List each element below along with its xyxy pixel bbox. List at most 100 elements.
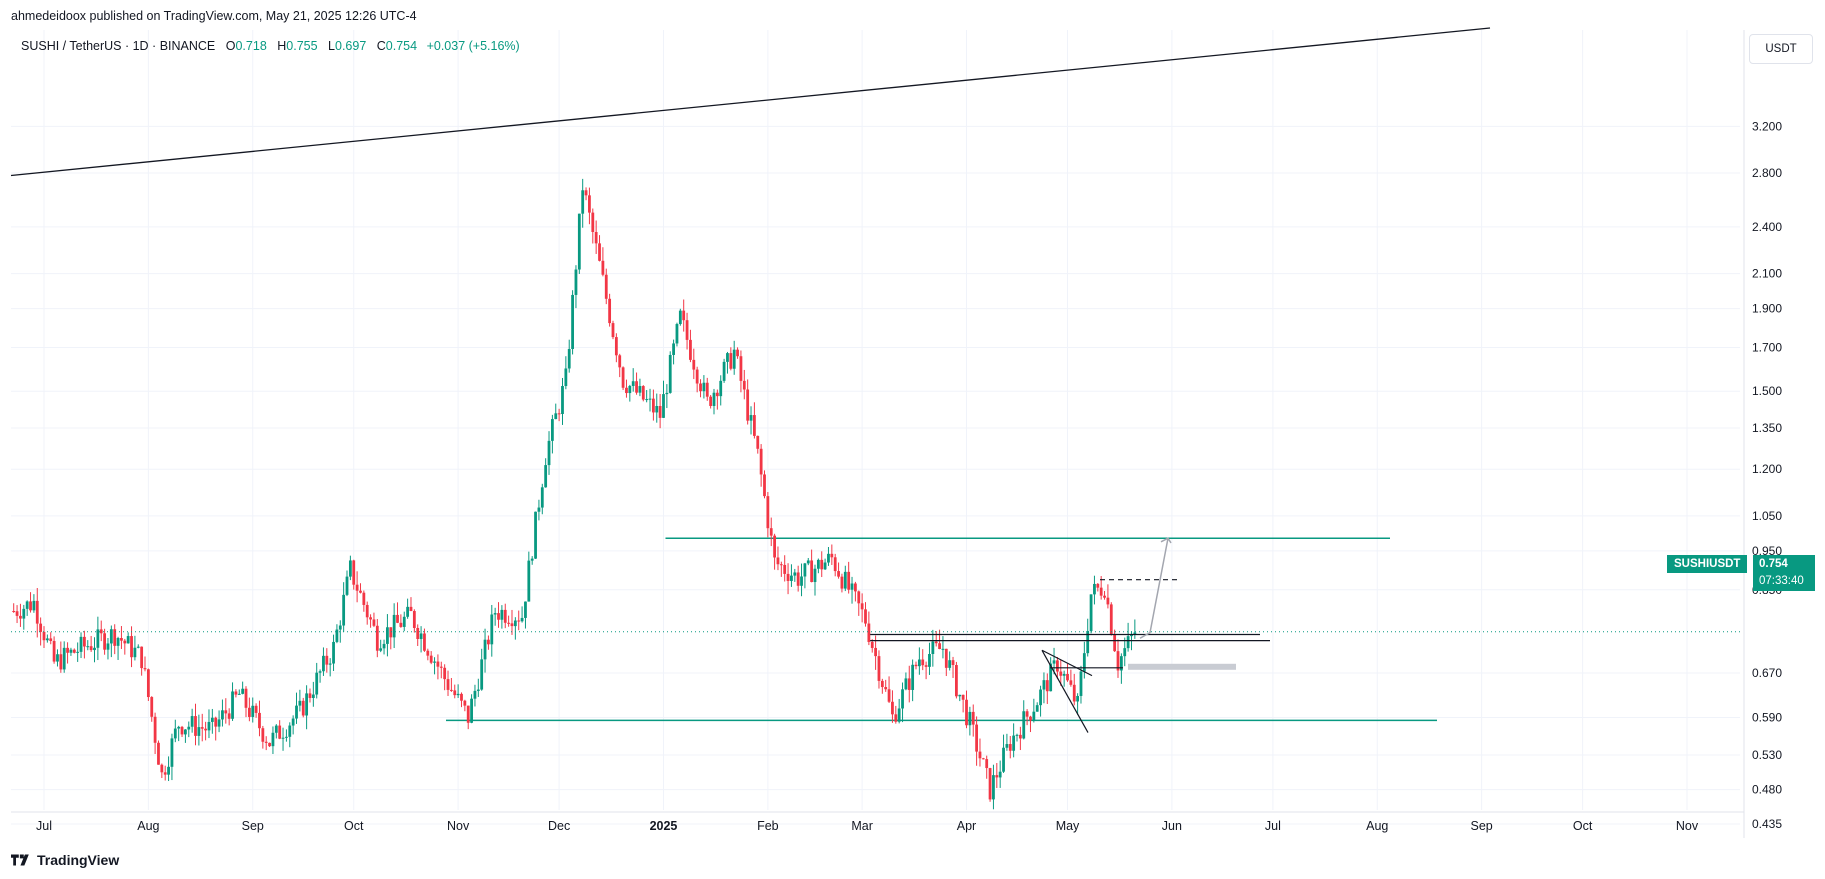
candle-body: [342, 594, 346, 626]
candle: [507, 615, 511, 627]
candle: [1086, 618, 1090, 657]
candle-body: [1018, 734, 1022, 739]
candle: [197, 714, 201, 746]
candle-body: [655, 405, 659, 413]
wedge-upper-line: [1041, 649, 1093, 677]
candle-body: [961, 694, 965, 700]
candle-body: [332, 641, 335, 664]
candle-body: [318, 671, 322, 673]
candle: [1066, 663, 1069, 682]
currency-button[interactable]: USDT: [1749, 34, 1813, 64]
candle-body: [1035, 705, 1039, 712]
candle-body: [594, 231, 598, 244]
candle: [426, 648, 430, 661]
candle: [207, 709, 211, 739]
candle-body: [517, 620, 521, 622]
candle-body: [938, 643, 941, 650]
candle: [429, 651, 433, 665]
candle: [1012, 723, 1016, 758]
change-value: +0.037 (+5.16%): [426, 39, 520, 53]
candle-body: [988, 768, 992, 800]
candle-body: [392, 614, 396, 638]
candle-body: [850, 583, 854, 590]
candle: [69, 647, 73, 656]
chart-grid: [11, 30, 1740, 825]
candle-body: [285, 736, 288, 738]
candle-body: [476, 689, 480, 691]
candle-body: [369, 617, 372, 620]
price-tick-label: 2.800: [1752, 166, 1782, 180]
footer-brand[interactable]: TradingView: [11, 852, 119, 868]
candle: [375, 619, 379, 658]
candle-body: [1059, 671, 1063, 676]
candle-body: [571, 294, 574, 349]
candle-body: [170, 738, 174, 767]
candle: [49, 632, 53, 645]
candle: [857, 590, 861, 616]
candle: [695, 366, 699, 393]
candle-body: [490, 614, 494, 645]
candle: [1072, 673, 1076, 706]
candle: [150, 696, 154, 722]
candle: [103, 628, 107, 655]
candle: [1123, 637, 1127, 667]
candle-body: [800, 576, 803, 586]
candle-body: [49, 638, 53, 641]
candle-body: [934, 641, 938, 644]
candle-body: [1076, 695, 1080, 702]
candle-body: [773, 535, 776, 558]
candle-body: [251, 705, 255, 717]
candle: [564, 356, 568, 390]
candle-body: [628, 385, 632, 394]
candle-body: [352, 560, 356, 585]
candle: [830, 544, 834, 565]
candle: [93, 637, 96, 663]
candle: [1076, 693, 1080, 715]
candle-body: [631, 381, 635, 386]
candle: [473, 684, 477, 707]
candle-body: [52, 640, 56, 662]
candle: [827, 546, 830, 566]
candle: [968, 706, 972, 736]
candle: [318, 669, 322, 683]
time-tick-label: Mar: [851, 819, 873, 833]
candle-body: [113, 629, 117, 646]
candlestick-series: [12, 178, 1137, 810]
candle-body: [1082, 653, 1086, 672]
price-chart[interactable]: 3.200 2.800 2.400 2.100 1.900 1.700 1.500 1.350…: [0, 0, 1825, 840]
candle: [550, 414, 554, 454]
candle: [170, 733, 174, 781]
candle: [726, 351, 729, 374]
candle-body: [614, 337, 618, 356]
candle-body: [163, 772, 167, 775]
candle-body: [581, 190, 585, 214]
candle-body: [756, 435, 760, 449]
candle: [524, 601, 527, 629]
candle: [291, 715, 295, 735]
symbol-title[interactable]: SUSHI / TetherUS · 1D · BINANCE: [21, 39, 216, 53]
price-tick-label: 0.670: [1752, 666, 1782, 680]
candle-body: [820, 559, 824, 570]
candle: [877, 650, 881, 689]
candle-body: [453, 690, 457, 696]
candle: [635, 372, 638, 395]
candle-body: [345, 576, 349, 595]
candle-body: [301, 700, 305, 716]
candle: [83, 630, 86, 659]
time-tick-label: Feb: [757, 819, 779, 833]
candle: [406, 598, 410, 619]
candle-body: [497, 613, 500, 620]
candle: [483, 628, 487, 673]
candle: [244, 686, 248, 718]
candle: [456, 684, 460, 698]
candle-body: [315, 672, 319, 695]
candle-body: [258, 712, 261, 729]
candle: [995, 763, 999, 789]
candle: [682, 299, 686, 332]
candle: [860, 593, 864, 623]
candle: [247, 697, 251, 722]
high-value: 0.755: [286, 39, 318, 53]
candle: [76, 642, 80, 662]
candle: [79, 632, 83, 659]
candle: [217, 710, 221, 733]
